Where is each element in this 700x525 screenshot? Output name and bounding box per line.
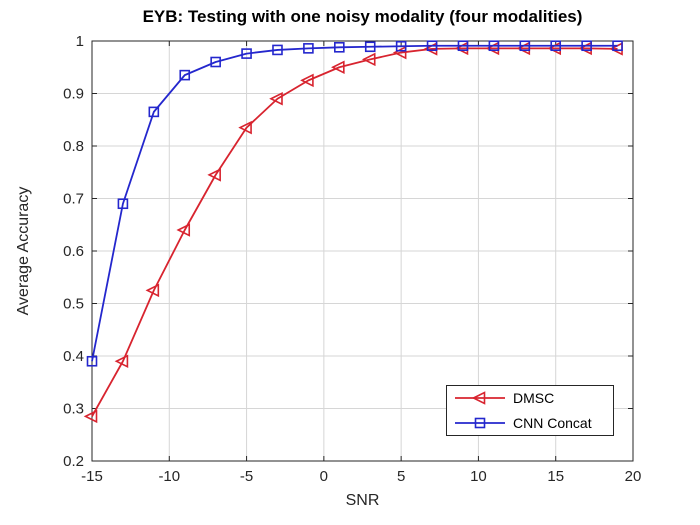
x-tick-label: 5: [397, 468, 405, 485]
marker-triangle-left-icon: [145, 283, 160, 298]
y-tick-label: 0.2: [63, 453, 84, 470]
x-tick-label: 10: [470, 468, 487, 485]
marker-triangle-left-icon: [392, 45, 407, 60]
marker-square-icon: [179, 69, 191, 81]
marker-triangle-left-icon: [331, 60, 345, 75]
y-tick-label: 0.9: [63, 86, 84, 103]
y-tick-label: 0.4: [63, 348, 84, 365]
y-tick-label: 0.3: [63, 401, 84, 418]
legend-sample-cnn-concat-line-icon: [455, 417, 505, 429]
y-tick-label: 0.6: [63, 243, 84, 260]
marker-square-icon: [457, 40, 469, 52]
x-tick-label: -15: [81, 468, 103, 485]
x-tick-label: 15: [547, 468, 564, 485]
marker-square-icon: [210, 56, 221, 68]
legend-entry-dmsc: DMSC: [447, 386, 613, 411]
x-tick-label: -10: [158, 468, 180, 485]
y-tick-label: 0.7: [63, 191, 84, 208]
marker-square-icon: [581, 40, 592, 52]
marker-triangle-left-icon: [361, 52, 376, 67]
legend: DMSC CNN Concat: [446, 385, 614, 436]
series-line-dmsc: [91, 47, 618, 417]
marker-square-icon: [426, 40, 438, 52]
marker-triangle-left-icon: [114, 354, 129, 369]
marker-triangle-left-icon: [238, 120, 252, 135]
marker-square-icon: [86, 355, 98, 367]
x-tick-label: 20: [625, 468, 642, 485]
marker-triangle-left-icon: [300, 73, 314, 88]
marker-triangle-left-icon: [176, 223, 191, 237]
legend-label-cnn-concat: CNN Concat: [513, 414, 592, 431]
marker-square-icon: [550, 40, 562, 52]
marker-square-icon: [241, 48, 252, 59]
legend-label-dmsc: DMSC: [513, 390, 555, 407]
marker-square-icon: [474, 417, 486, 429]
marker-square-icon: [612, 40, 623, 52]
marker-square-icon: [519, 40, 531, 52]
marker-square-icon: [364, 41, 376, 53]
marker-square-icon: [334, 41, 345, 53]
legend-entry-cnn-concat: CNN Concat: [447, 411, 613, 436]
marker-triangle-left-icon: [207, 168, 221, 182]
x-tick-label: -5: [240, 468, 253, 485]
marker-square-icon: [303, 43, 314, 54]
marker-square-icon: [272, 44, 283, 56]
y-tick-label: 0.8: [63, 138, 84, 155]
legend-sample-dmsc-line-icon: [455, 391, 505, 406]
marker-triangle-left-icon: [471, 391, 486, 406]
marker-square-icon: [117, 198, 129, 210]
chart-title: EYB: Testing with one noisy modality (fo…: [142, 7, 583, 26]
marker-triangle-left-icon: [83, 409, 98, 424]
marker-square-icon: [148, 106, 160, 118]
marker-square-icon: [488, 40, 500, 52]
marker-triangle-left-icon: [269, 91, 283, 106]
marker-square-icon: [395, 40, 407, 52]
x-tick-label: 0: [320, 468, 328, 485]
y-tick-label: 1: [76, 33, 84, 50]
y-tick-label: 0.5: [63, 296, 84, 313]
x-axis-label: SNR: [345, 492, 380, 509]
